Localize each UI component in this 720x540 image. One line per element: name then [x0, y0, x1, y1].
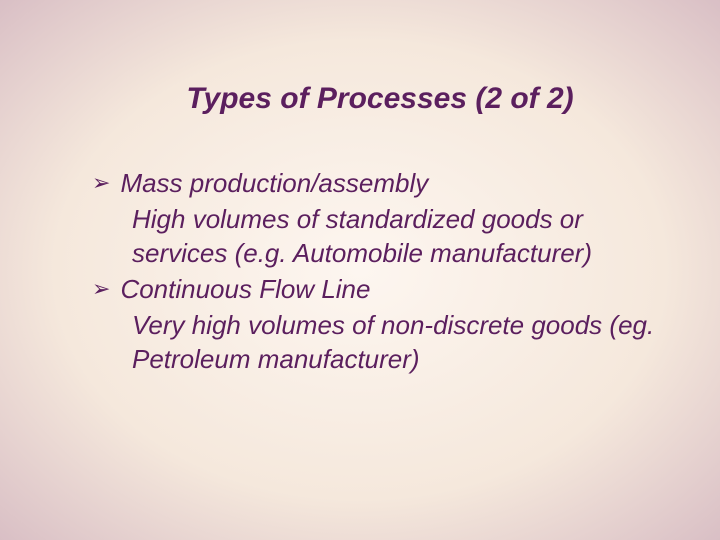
bullet-arrow-icon: ➢ [92, 272, 110, 306]
bullet-arrow-icon: ➢ [92, 166, 110, 200]
bullet-item: ➢ Mass production/assembly [92, 166, 660, 200]
slide-title: Types of Processes (2 of 2) [0, 0, 720, 166]
bullet-heading: Mass production/assembly [120, 166, 428, 200]
bullet-heading: Continuous Flow Line [120, 272, 370, 306]
bullet-description: High volumes of standardized goods or se… [92, 202, 660, 270]
bullet-description: Very high volumes of non-discrete goods … [92, 308, 660, 376]
slide-container: Types of Processes (2 of 2) ➢ Mass produ… [0, 0, 720, 540]
slide-content: ➢ Mass production/assembly High volumes … [0, 166, 720, 376]
bullet-item: ➢ Continuous Flow Line [92, 272, 660, 306]
